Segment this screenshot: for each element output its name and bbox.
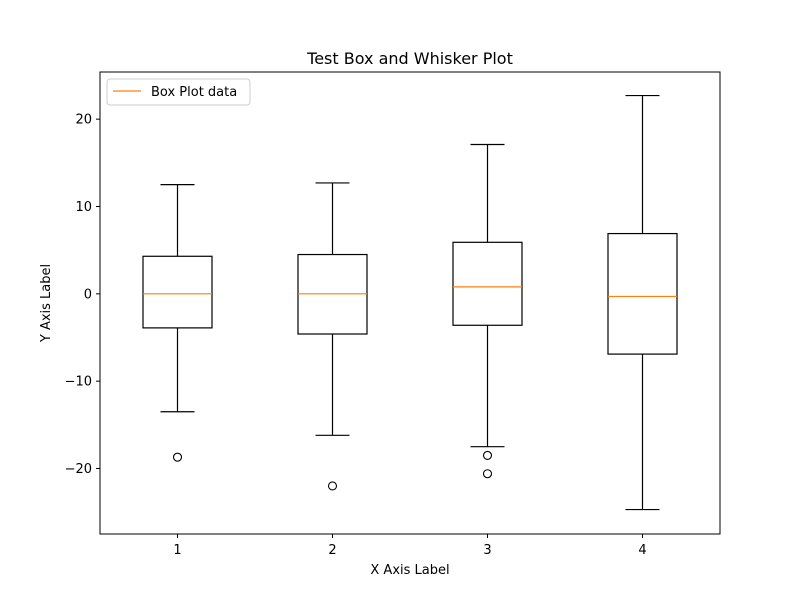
y-tick-label: 20 [75,113,92,128]
axes-frame [99,71,721,535]
x-tick-label: 2 [328,543,336,558]
box-iqr [142,255,213,329]
box-group-1 [142,184,213,462]
x-tick-label: 1 [173,543,181,558]
legend-entry-label: Box Plot data [151,85,237,100]
y-tick-label: 0 [84,287,92,302]
y-tick-label: −10 [65,375,92,390]
outlier-point [482,469,493,479]
y-tick-label: −20 [65,462,92,477]
legend: Box Plot data [106,78,251,106]
box-group-2 [297,182,368,491]
box-group-3 [452,143,523,479]
legend-box [106,78,251,106]
outlier-point [172,452,183,462]
outlier-point [327,481,338,491]
y-tick-label: 10 [75,200,92,215]
box-iqr [452,241,523,326]
box-group-4 [607,94,678,511]
box-iqr [607,232,678,355]
outlier-point [482,450,493,460]
axis-ticks: 1 2 3 4 −20 −10 0 10 20 [65,113,647,558]
x-tick-label: 4 [638,543,646,558]
plot-area [142,94,678,511]
y-axis-label: Y Axis Label [39,264,54,343]
x-tick-label: 3 [483,543,491,558]
x-axis-label: X Axis Label [370,563,449,578]
chart-title: Test Box and Whisker Plot [306,49,513,68]
